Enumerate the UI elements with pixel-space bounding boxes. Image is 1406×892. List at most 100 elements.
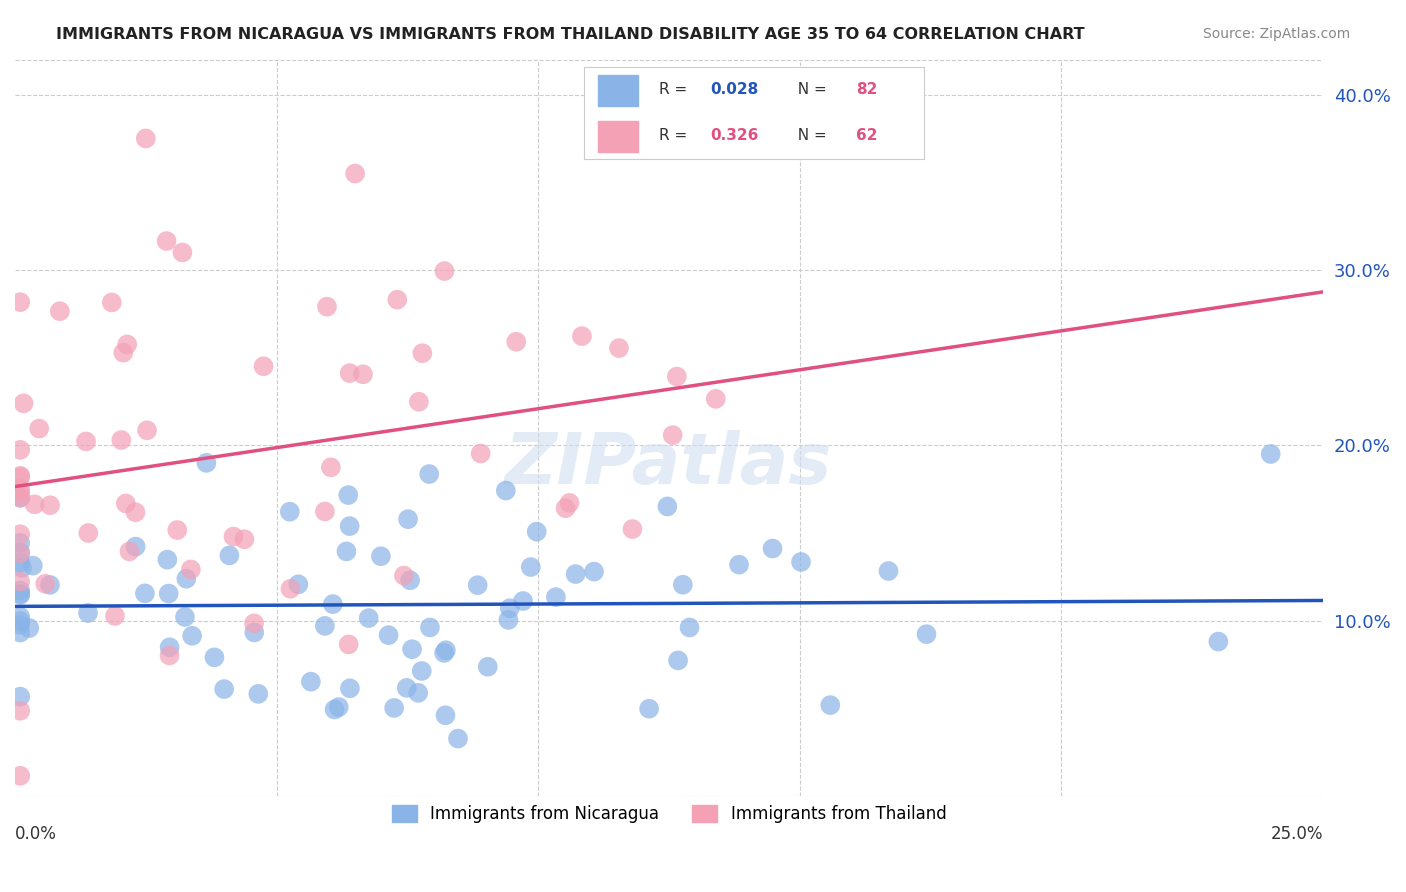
- Point: [672, 578, 695, 592]
- Point: [337, 637, 360, 651]
- Point: [212, 682, 235, 697]
- Point: [418, 467, 440, 481]
- Point: [678, 620, 700, 634]
- Point: [118, 544, 141, 558]
- Point: [8, 610, 31, 624]
- Point: [554, 501, 576, 516]
- Point: [204, 650, 226, 665]
- Point: [112, 345, 135, 359]
- Point: [104, 609, 127, 624]
- Point: [124, 505, 146, 519]
- Point: [571, 329, 593, 343]
- Point: [607, 341, 630, 355]
- Point: [499, 601, 522, 615]
- Point: [319, 460, 342, 475]
- Point: [406, 686, 429, 700]
- Point: [558, 496, 581, 510]
- Legend: Immigrants from Nicaragua, Immigrants from Thailand: Immigrants from Nicaragua, Immigrants fr…: [384, 797, 955, 831]
- Point: [790, 555, 813, 569]
- Point: [433, 646, 456, 660]
- Point: [915, 627, 938, 641]
- Text: IMMIGRANTS FROM NICARAGUA VS IMMIGRANTS FROM THAILAND DISABILITY AGE 35 TO 64 CO: IMMIGRANTS FROM NICARAGUA VS IMMIGRANTS …: [56, 27, 1085, 42]
- Point: [512, 594, 534, 608]
- Point: [247, 687, 270, 701]
- Point: [344, 167, 367, 181]
- Point: [114, 496, 136, 510]
- Point: [8, 583, 31, 598]
- Point: [8, 491, 31, 505]
- Point: [243, 616, 266, 631]
- Point: [136, 423, 159, 437]
- Point: [467, 578, 489, 592]
- Point: [877, 564, 900, 578]
- Point: [176, 572, 198, 586]
- Point: [8, 527, 31, 541]
- Point: [8, 486, 31, 500]
- Point: [323, 702, 346, 716]
- Point: [666, 653, 689, 667]
- Text: 25.0%: 25.0%: [1271, 825, 1323, 843]
- Point: [8, 295, 31, 310]
- Point: [314, 619, 336, 633]
- Point: [377, 628, 399, 642]
- Point: [665, 369, 688, 384]
- Point: [156, 552, 179, 566]
- Point: [180, 562, 202, 576]
- Point: [8, 482, 31, 496]
- Point: [8, 536, 31, 550]
- Point: [155, 234, 177, 248]
- Point: [433, 264, 456, 278]
- Point: [159, 640, 181, 655]
- Point: [322, 597, 344, 611]
- Point: [382, 701, 405, 715]
- Point: [8, 442, 31, 457]
- Point: [339, 366, 361, 380]
- Point: [287, 577, 309, 591]
- Point: [39, 578, 62, 592]
- Point: [761, 541, 783, 556]
- Text: 0.0%: 0.0%: [15, 825, 56, 843]
- Point: [704, 392, 727, 406]
- Point: [8, 587, 31, 601]
- Point: [77, 526, 100, 541]
- Point: [34, 576, 56, 591]
- Point: [526, 524, 548, 539]
- Point: [657, 500, 679, 514]
- Point: [399, 574, 422, 588]
- Point: [252, 359, 274, 374]
- Point: [621, 522, 644, 536]
- Point: [8, 704, 31, 718]
- Point: [8, 769, 31, 783]
- Point: [75, 434, 97, 449]
- Point: [8, 588, 31, 602]
- Point: [8, 556, 31, 570]
- Point: [115, 337, 138, 351]
- Point: [495, 483, 517, 498]
- Point: [77, 606, 100, 620]
- Point: [101, 295, 124, 310]
- Point: [335, 544, 357, 558]
- Point: [222, 529, 245, 543]
- Point: [411, 664, 433, 678]
- Point: [8, 470, 31, 484]
- Point: [820, 698, 842, 712]
- Point: [370, 549, 392, 564]
- Point: [8, 617, 31, 632]
- Point: [352, 368, 374, 382]
- Point: [218, 549, 240, 563]
- Point: [13, 396, 35, 410]
- Point: [124, 540, 146, 554]
- Point: [1260, 447, 1282, 461]
- Point: [166, 523, 188, 537]
- Point: [583, 565, 606, 579]
- Point: [21, 558, 44, 573]
- Point: [314, 504, 336, 518]
- Point: [135, 131, 157, 145]
- Point: [18, 621, 41, 635]
- Text: Source: ZipAtlas.com: Source: ZipAtlas.com: [1202, 27, 1350, 41]
- Point: [339, 681, 361, 696]
- Point: [395, 681, 418, 695]
- Point: [110, 433, 132, 447]
- Point: [11, 561, 34, 575]
- Point: [337, 488, 360, 502]
